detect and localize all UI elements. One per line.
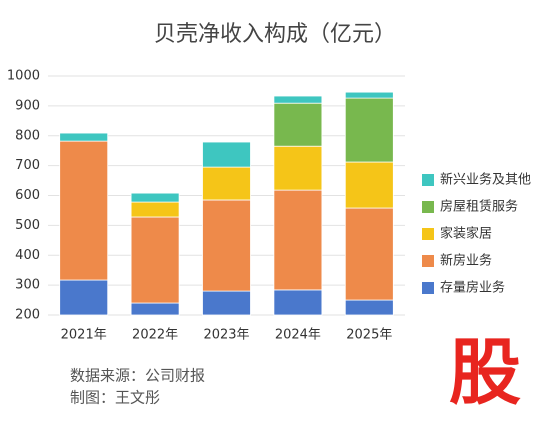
legend-label: 新兴业务及其他 xyxy=(440,172,531,188)
y-tick-label: 300 xyxy=(15,278,40,293)
bar-segment xyxy=(202,166,251,201)
bar-segment xyxy=(130,192,180,203)
x-tick-label: 2022年 xyxy=(132,328,178,343)
x-tick-label: 2025年 xyxy=(346,328,392,343)
bar-segment xyxy=(130,302,180,316)
logo: 股 xyxy=(449,331,521,415)
legend-swatch xyxy=(422,174,434,186)
x-tick-label: 2021年 xyxy=(61,328,107,343)
chart-title: 贝壳净收入构成（亿元） xyxy=(154,22,396,47)
bar-segment xyxy=(59,279,109,316)
bar-segment xyxy=(273,189,323,291)
bar-segment xyxy=(130,216,180,304)
y-tick-label: 400 xyxy=(15,248,40,263)
bar-segment xyxy=(59,140,109,281)
x-tick-label: 2023年 xyxy=(203,328,249,343)
bar-segment xyxy=(202,290,251,316)
bar-segment xyxy=(344,207,394,301)
bar-segment xyxy=(273,145,323,191)
bar-segment xyxy=(202,199,251,292)
legend-swatch xyxy=(422,282,434,294)
legend-swatch xyxy=(422,228,434,240)
x-tick-label: 2024年 xyxy=(275,328,321,343)
source-note: 数据来源：公司财报 xyxy=(70,367,205,385)
bar-segment xyxy=(273,289,323,316)
legend-label: 房屋租赁服务 xyxy=(440,199,518,215)
bar-segment xyxy=(344,91,394,99)
bar-segment xyxy=(273,102,323,147)
y-tick-label: 500 xyxy=(15,218,40,233)
y-tick-label: 700 xyxy=(15,158,40,173)
bar-segment xyxy=(344,161,394,209)
y-tick-label: 200 xyxy=(15,308,40,323)
legend-label: 存量房业务 xyxy=(440,280,505,296)
bar-segment xyxy=(344,299,394,316)
y-tick-label: 1000 xyxy=(7,69,40,84)
y-tick-label: 900 xyxy=(15,98,40,113)
y-tick-label: 600 xyxy=(15,188,40,203)
y-tick-label: 800 xyxy=(15,128,40,143)
legend-swatch xyxy=(422,201,434,213)
bar-segment xyxy=(273,95,323,104)
bar-segment xyxy=(59,132,109,142)
bar-segment xyxy=(202,141,251,168)
legend-swatch xyxy=(422,255,434,267)
bar-segment xyxy=(344,97,394,163)
legend-label: 新房业务 xyxy=(440,253,492,269)
bar-segment xyxy=(130,201,180,218)
legend-label: 家装家居 xyxy=(440,226,492,242)
author-note: 制图：王文彤 xyxy=(70,389,160,407)
